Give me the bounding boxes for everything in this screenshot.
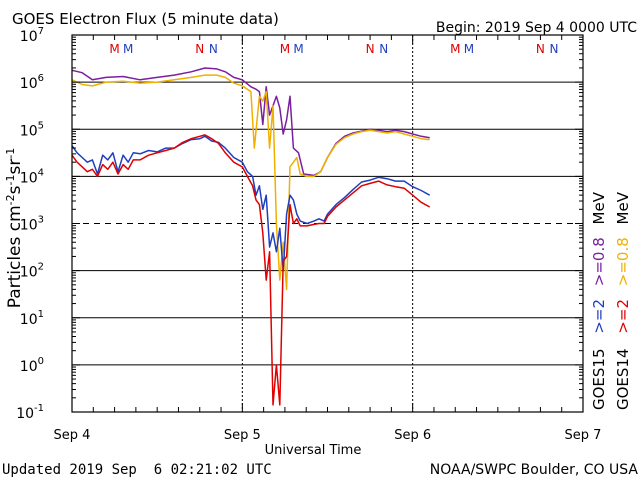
marker-label: M <box>123 42 133 56</box>
y-tick-base: 10 <box>20 218 38 234</box>
y-tick-exponent: 2 <box>38 262 44 273</box>
updated-timestamp: Updated 2019 Sep 6 02:21:02 UTC <box>2 462 272 478</box>
y-tick-exponent: -1 <box>34 403 44 414</box>
y-tick-label: 104 <box>20 167 44 186</box>
marker-label: M <box>109 42 119 56</box>
y-tick-base: 10 <box>20 265 38 281</box>
y-tick-exponent: 1 <box>38 309 44 320</box>
y-tick-label: 10-1 <box>16 403 44 422</box>
y-tick-base: 10 <box>20 359 38 375</box>
y-tick-label: 103 <box>20 215 44 234</box>
y-tick-base: 10 <box>20 76 38 92</box>
x-axis-ticks: Sep 4 Sep 5 Sep 6 Sep 7 <box>54 35 602 443</box>
marker-label: M <box>293 42 303 56</box>
chart-title: GOES Electron Flux (5 minute data) <box>12 10 279 28</box>
marker-label: M <box>280 42 290 56</box>
series-line <box>71 74 430 291</box>
legend-goes15: GOES15 >=2 >=0.8 MeV <box>590 191 608 410</box>
y-tick-label: 106 <box>20 73 44 92</box>
y-tick-exponent: 3 <box>38 215 44 226</box>
series-line <box>71 67 430 177</box>
y-tick-label: 105 <box>20 120 44 139</box>
y-tick-base: 10 <box>20 29 38 45</box>
y-tick-exponent: 6 <box>38 73 44 84</box>
y-tick-exponent: 5 <box>38 120 44 131</box>
marker-label: N <box>379 42 388 56</box>
series-line <box>71 135 431 272</box>
legend-goes14: GOES14 >=2 >=0.8 MeV <box>614 191 632 410</box>
y-tick-exponent: 4 <box>38 167 44 178</box>
y-tick-base: 10 <box>16 406 34 422</box>
marker-label: N <box>550 42 559 56</box>
y-tick-label: 100 <box>20 356 44 375</box>
marker-label: M <box>450 42 460 56</box>
x-axis-label: Universal Time <box>265 443 362 458</box>
y-tick-exponent: 7 <box>38 26 44 37</box>
x-tick-label: Sep 7 <box>565 428 602 443</box>
y-axis-label: Particles cm-2s-1sr-1 <box>4 148 25 309</box>
x-tick-label: Sep 4 <box>54 428 91 443</box>
marker-label: N <box>366 42 375 56</box>
marker-label: N <box>209 42 218 56</box>
x-tick-label: Sep 6 <box>394 428 431 443</box>
y-tick-label: 102 <box>20 262 44 281</box>
y-tick-base: 10 <box>20 123 38 139</box>
marker-label: M <box>464 42 474 56</box>
y-tick-exponent: 0 <box>38 356 44 367</box>
day-dividers <box>241 35 414 412</box>
y-tick-base: 10 <box>20 312 38 328</box>
y-tick-base: 10 <box>20 170 38 186</box>
y-tick-label: 107 <box>20 26 44 45</box>
credit-line: NOAA/SWPC Boulder, CO USA <box>430 462 639 478</box>
marker-label: N <box>195 42 204 56</box>
series-line <box>71 134 431 406</box>
begin-label: Begin: 2019 Sep 4 0000 UTC <box>436 20 637 36</box>
marker-label: N <box>536 42 545 56</box>
y-tick-label: 101 <box>20 309 44 328</box>
series-layer <box>71 67 431 406</box>
x-tick-label: Sep 5 <box>224 428 261 443</box>
grid <box>72 81 583 366</box>
